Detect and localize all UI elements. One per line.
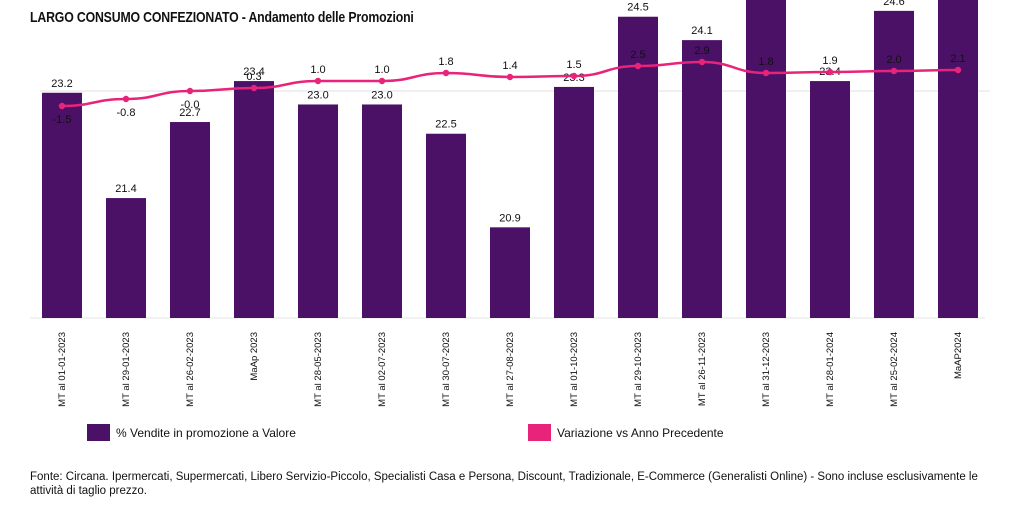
line-point-14	[890, 67, 898, 75]
category-label-14: MT al 25-02-2024	[889, 332, 900, 407]
chart-title: LARGO CONSUMO CONFEZIONATO - Andamento d…	[30, 9, 414, 26]
bar-2	[106, 198, 146, 318]
line-point-3	[186, 87, 194, 95]
line-value-label-7: 1.8	[438, 56, 453, 68]
bar-8	[490, 227, 530, 318]
line-value-label-10: 2.5	[630, 49, 645, 61]
line-point-10	[634, 62, 642, 70]
line-value-label-2: -0.8	[117, 107, 136, 119]
bar-14	[874, 10, 914, 318]
line-point-8	[506, 73, 514, 81]
line-point-4	[250, 84, 258, 92]
chart-area: 23.2 MT al 01-01-2023 21.4 MT al 29-01-2023…	[30, 0, 990, 407]
legend-swatch-bars	[87, 424, 110, 441]
category-label-9: MT al 01-10-2023	[569, 332, 580, 407]
bar-value-label-7: 22.5	[435, 119, 456, 131]
bar-1	[42, 92, 82, 319]
line-value-label-6: 1.0	[374, 64, 389, 76]
line-value-label-8: 1.4	[502, 60, 517, 72]
bar-10	[618, 16, 658, 318]
line-value-label-14: 2.0	[886, 54, 901, 66]
line-value-label-3: -0.0	[181, 99, 200, 111]
legend-swatch-line	[528, 424, 551, 441]
category-label-5: MT al 28-05-2023	[313, 332, 324, 407]
legend-item-bars: % Vendite in promozione a Valore	[87, 424, 296, 441]
source-note: Fonte: Circana. Ipermercati, Supermercat…	[30, 471, 978, 497]
line-value-label-13: 1.9	[822, 55, 837, 67]
line-value-label-12: 1.8	[758, 56, 773, 68]
category-label-12: MT al 31-12-2023	[761, 332, 772, 407]
bar-11	[682, 40, 722, 318]
legend-item-line: Variazione vs Anno Precedente	[528, 424, 724, 441]
bar-value-label-4: 23.4	[243, 66, 264, 78]
category-label-7: MT al 30-07-2023	[441, 332, 452, 407]
bar-value-label-11: 24.1	[691, 25, 712, 37]
bar-9	[554, 86, 594, 318]
bar-6	[362, 104, 402, 318]
bar-3	[170, 122, 210, 319]
line-value-label-15: 2.1	[950, 53, 965, 65]
bar-value-label-1: 23.2	[51, 78, 72, 90]
bar-value-label-2: 21.4	[115, 183, 136, 195]
bar-7	[426, 133, 466, 318]
category-label-1: MT al 01-01-2023	[57, 332, 68, 407]
line-point-5	[314, 77, 322, 85]
bar-value-label-5: 23.0	[307, 89, 328, 101]
line-value-label-1: -1.5	[53, 114, 72, 126]
line-point-1	[58, 102, 66, 110]
line-value-label-11: 2.9	[694, 45, 709, 57]
line-value-label-5: 1.0	[310, 64, 325, 76]
legend-label-bars: % Vendite in promozione a Valore	[116, 425, 296, 440]
category-label-4: MaAp 2023	[249, 332, 260, 381]
legend-label-line: Variazione vs Anno Precedente	[557, 425, 724, 440]
line-point-15	[954, 66, 962, 74]
category-label-15: MaAP2024	[953, 332, 964, 379]
bar-4	[234, 81, 274, 318]
category-label-13: MT al 28-01-2024	[825, 332, 836, 407]
category-label-3: MT al 26-02-2023	[185, 332, 196, 407]
category-label-2: MT al 29-01-2023	[121, 332, 132, 407]
category-label-6: MT al 02-07-2023	[377, 332, 388, 407]
line-point-9	[570, 72, 578, 80]
bar-value-label-6: 23.0	[371, 89, 392, 101]
line-point-6	[378, 77, 386, 85]
bar-13	[810, 81, 850, 318]
bar-value-label-10: 24.5	[627, 2, 648, 14]
bar-value-label-14: 24.6	[883, 0, 904, 8]
category-label-8: MT al 27-08-2023	[505, 332, 516, 407]
line-point-11	[698, 58, 706, 66]
line-point-2	[122, 95, 130, 103]
line-point-7	[442, 69, 450, 77]
line-point-13	[826, 68, 834, 76]
bar-5	[298, 104, 338, 318]
bar-12	[746, 0, 786, 318]
line-value-label-4: 0.3	[246, 71, 261, 83]
bar-15	[938, 0, 978, 318]
line-value-label-9: 1.5	[566, 59, 581, 71]
category-label-10: MT al 29-10-2023	[633, 332, 644, 407]
bar-value-label-8: 20.9	[499, 212, 520, 224]
line-point-12	[762, 69, 770, 77]
bar-value-label-3: 22.7	[179, 107, 200, 119]
category-label-11: MT al 26-11-2023	[697, 332, 708, 406]
